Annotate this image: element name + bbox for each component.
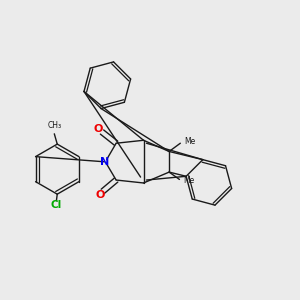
Text: Cl: Cl xyxy=(50,200,61,210)
Text: O: O xyxy=(94,124,103,134)
Text: N: N xyxy=(100,157,109,167)
Text: Me: Me xyxy=(184,137,195,146)
Text: O: O xyxy=(95,190,105,200)
Text: Me: Me xyxy=(183,176,194,185)
Text: CH₃: CH₃ xyxy=(47,121,62,130)
